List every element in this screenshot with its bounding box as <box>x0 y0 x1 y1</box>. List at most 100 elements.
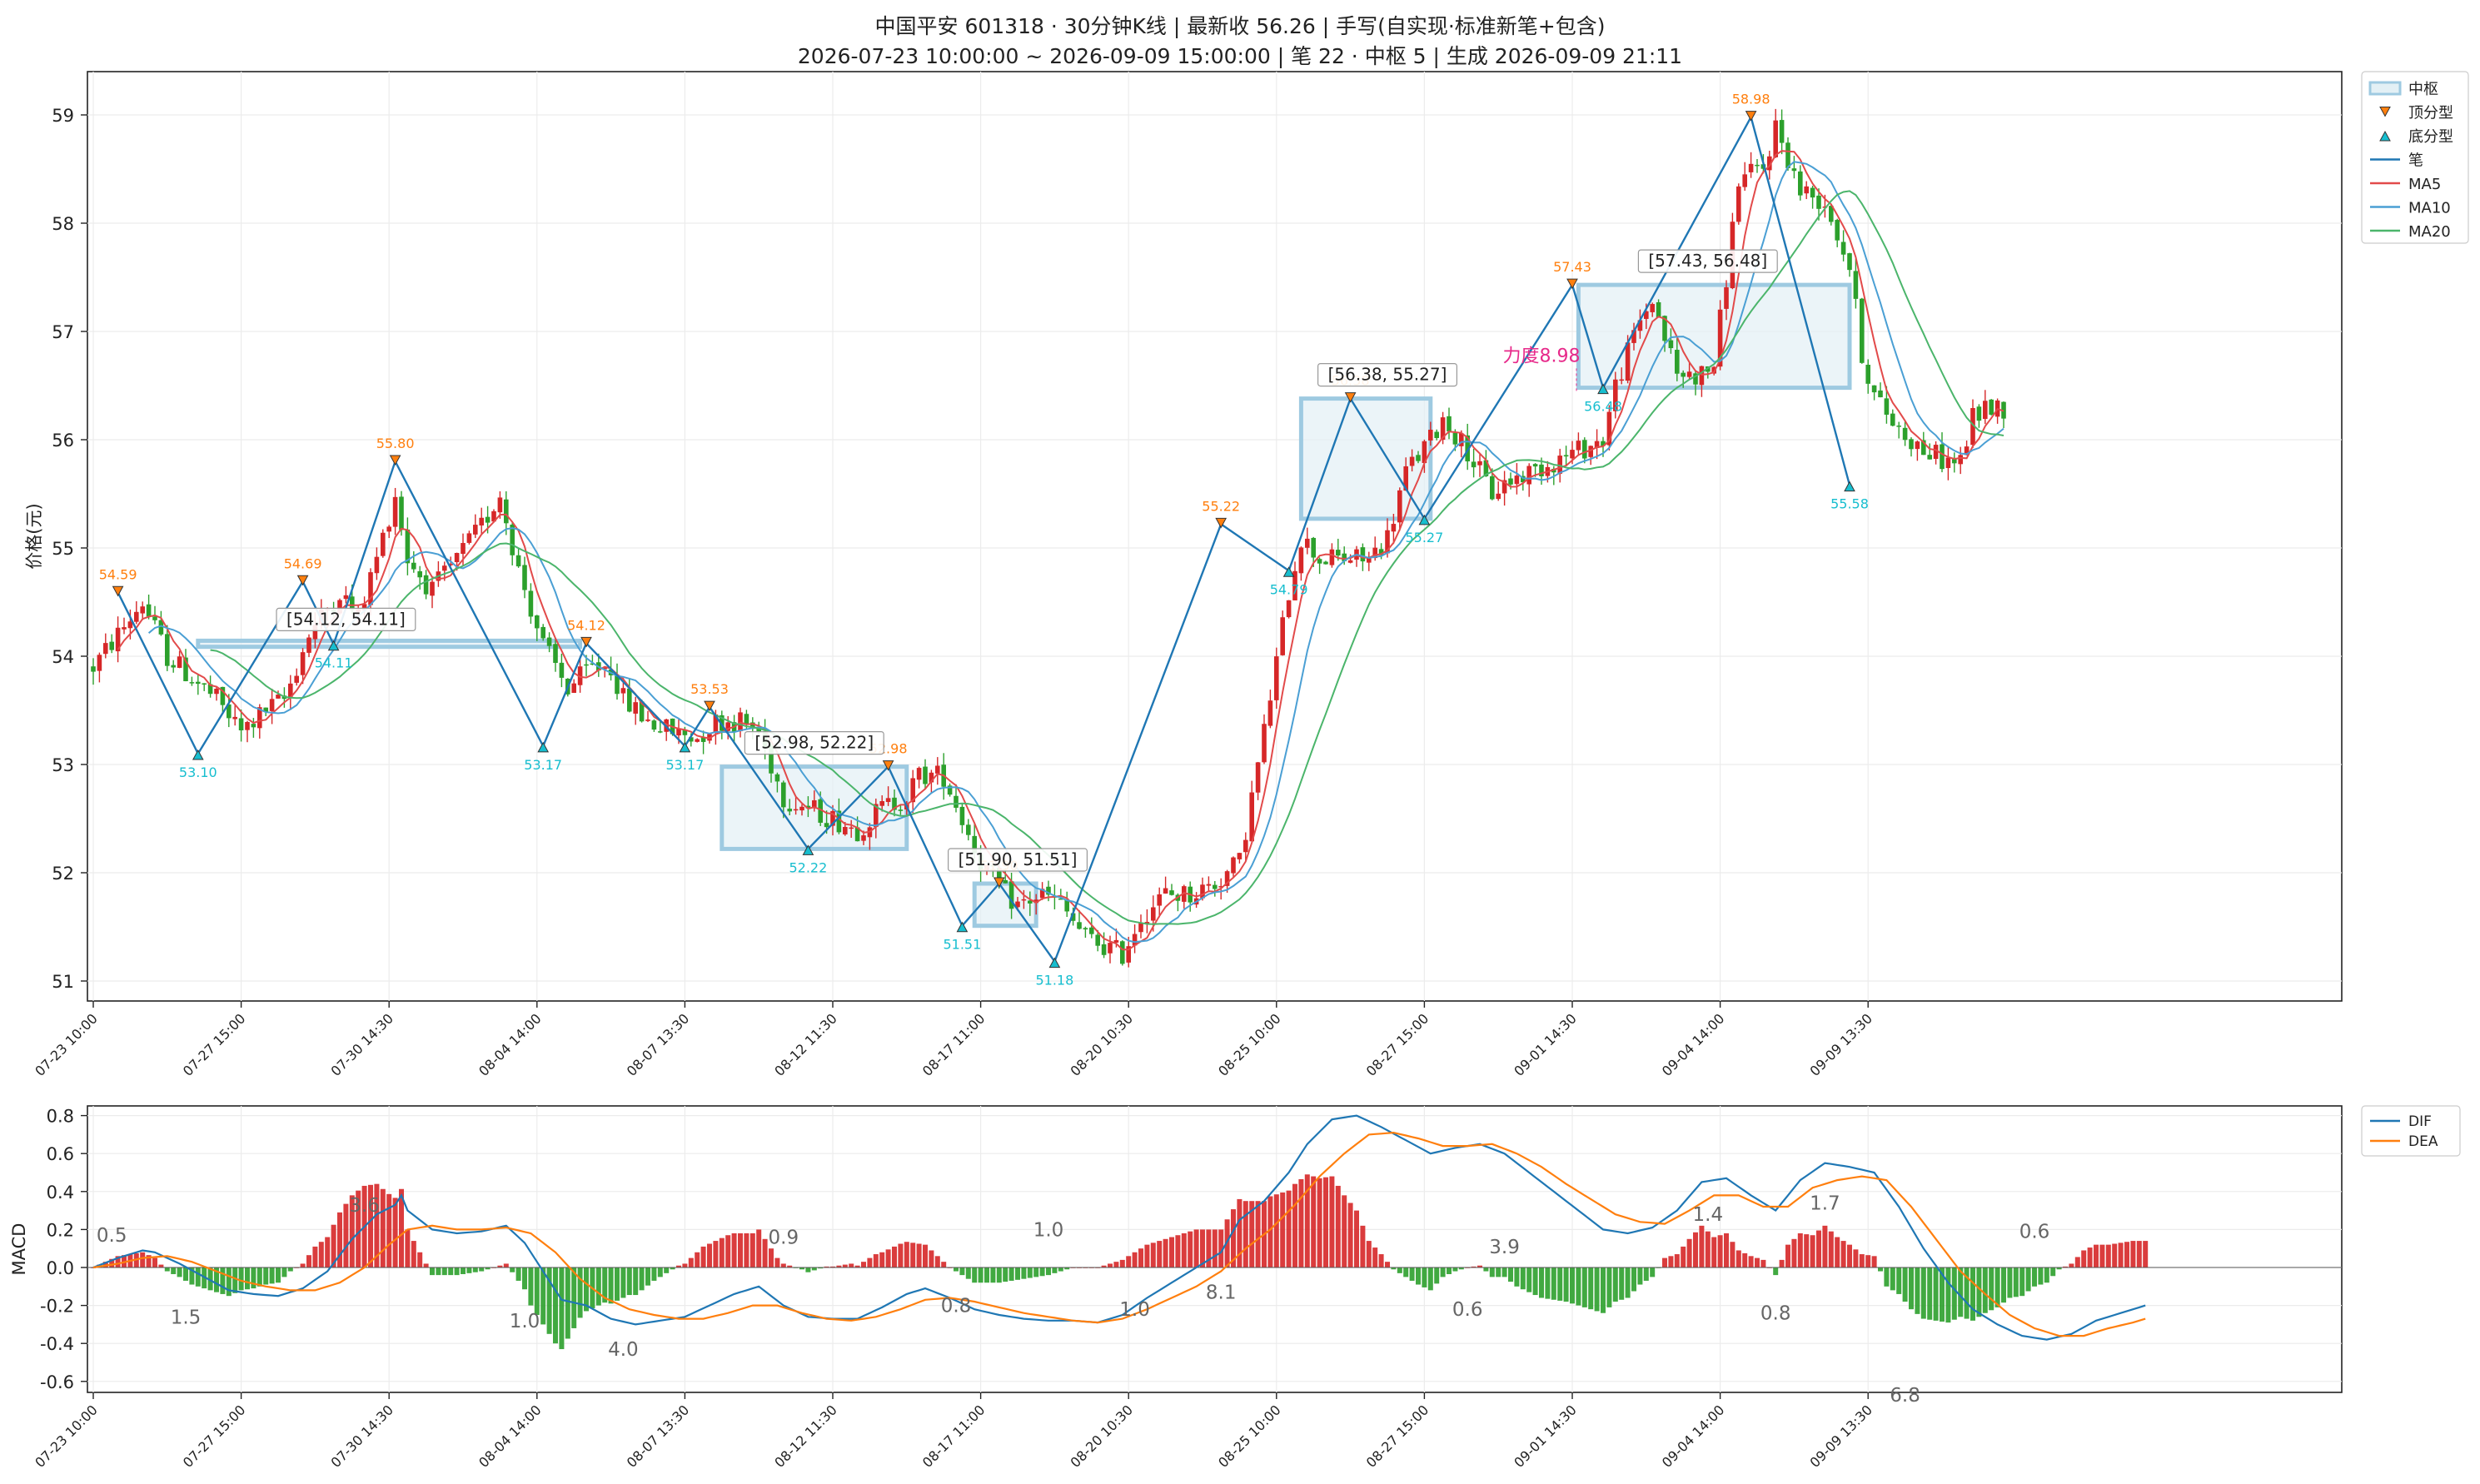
macd-bar <box>171 1267 177 1274</box>
macd-bar <box>1242 1201 1248 1267</box>
candle-body <box>497 497 503 513</box>
macd-bar <box>485 1267 491 1270</box>
macd-ytick-label: 0.6 <box>47 1144 74 1164</box>
macd-bar <box>1033 1267 1039 1277</box>
candle-body <box>1169 890 1174 895</box>
macd-bar <box>503 1263 509 1267</box>
macd-bar <box>978 1267 984 1283</box>
macd-bar <box>1760 1259 1766 1267</box>
macd-area-label: 3.9 <box>1489 1237 1520 1258</box>
macd-area-label: 1.4 <box>1693 1204 1724 1226</box>
candle-body <box>602 668 607 670</box>
candle-body <box>1915 441 1920 450</box>
candle-body <box>972 835 977 854</box>
macd-bar <box>584 1267 589 1312</box>
candle-body <box>1329 549 1335 565</box>
macd-bar <box>749 1233 755 1267</box>
bottom-fractal-marker <box>1844 481 1855 492</box>
candle-body <box>1675 350 1680 374</box>
macd-bar <box>140 1252 146 1267</box>
macd-bar <box>1681 1246 1686 1267</box>
macd-bar <box>515 1267 521 1281</box>
macd-bar <box>1748 1256 1754 1267</box>
candle-body <box>1231 857 1236 874</box>
macd-xtick-label: 08-12 11:30 <box>771 1402 840 1471</box>
candle-body <box>300 652 306 675</box>
candle-body <box>1070 913 1076 921</box>
macd-bar <box>1958 1267 1964 1317</box>
candle-body <box>1840 242 1846 255</box>
candle-body <box>966 824 971 835</box>
candle-body <box>1200 884 1205 899</box>
candle-body <box>682 730 688 735</box>
chart-title: 中国平安 601318 · 30分钟K线 | 最新收 56.26 | 手写(自实… <box>874 14 1606 38</box>
candle-body <box>1890 413 1895 426</box>
bottom-fractal-label: 54.11 <box>315 655 353 671</box>
candle-body <box>1409 456 1415 466</box>
candle-body <box>799 806 804 811</box>
candle-body <box>405 529 411 564</box>
macd-bar <box>1557 1267 1563 1301</box>
candle-body <box>263 707 268 712</box>
candle-body <box>1717 309 1723 367</box>
macd-bar <box>2105 1244 2111 1267</box>
macd-bar <box>879 1252 885 1267</box>
macd-bar <box>423 1263 429 1267</box>
macd-bar <box>152 1257 157 1267</box>
macd-bar <box>448 1267 454 1276</box>
candle-body <box>1798 171 1803 196</box>
macd-bar <box>1920 1267 1926 1319</box>
macd-bar <box>337 1212 342 1267</box>
macd-bar <box>287 1267 293 1272</box>
candle-body <box>645 720 650 721</box>
macd-bar <box>1822 1225 1828 1267</box>
bottom-fractal-marker <box>802 844 814 855</box>
price-xtick-label: 07-30 14:30 <box>328 1010 397 1079</box>
macd-bar <box>276 1267 281 1283</box>
macd-bar <box>1915 1267 1920 1314</box>
macd-bar <box>158 1264 164 1267</box>
candle-body <box>1403 466 1408 491</box>
stroke-line <box>117 114 1851 964</box>
candle-body <box>473 525 478 535</box>
macd-bar <box>571 1267 577 1328</box>
macd-bar <box>164 1267 170 1272</box>
macd-bar <box>1563 1267 1569 1302</box>
macd-bar <box>2136 1241 2142 1267</box>
macd-bar <box>331 1224 336 1267</box>
macd-bar <box>374 1183 380 1267</box>
candle-body <box>1267 700 1273 726</box>
macd-bar <box>1976 1267 1982 1317</box>
candle-body <box>700 737 706 742</box>
candle-body <box>374 556 380 574</box>
candle-body <box>1619 379 1624 381</box>
macd-bar <box>941 1262 947 1267</box>
candle-body <box>515 555 521 567</box>
macd-bar <box>1181 1233 1187 1267</box>
candle-body <box>584 664 589 666</box>
candle-body <box>288 683 293 699</box>
macd-bar <box>1612 1267 1618 1302</box>
macd-bar <box>411 1241 416 1267</box>
macd-bar <box>1391 1267 1397 1270</box>
macd-bar <box>1237 1198 1242 1267</box>
candle-body <box>1551 468 1556 473</box>
macd-bar <box>325 1237 331 1267</box>
candle-body <box>1557 456 1562 474</box>
macd-bar <box>1601 1267 1606 1313</box>
candle-body <box>916 768 922 780</box>
macd-bar <box>1212 1229 1218 1267</box>
macd-bar <box>1699 1225 1705 1267</box>
candle-body <box>343 595 349 600</box>
candle-body <box>1039 889 1045 899</box>
macd-bar <box>1440 1267 1446 1277</box>
macd-area-label: 0.5 <box>97 1225 127 1247</box>
candle-body <box>1249 792 1254 842</box>
macd-bar <box>1416 1267 1421 1285</box>
macd-bar <box>226 1267 232 1297</box>
macd-bar <box>1188 1231 1193 1267</box>
macd-bar <box>1884 1267 1890 1287</box>
candle-body <box>1182 886 1187 902</box>
macd-bar <box>818 1267 824 1269</box>
